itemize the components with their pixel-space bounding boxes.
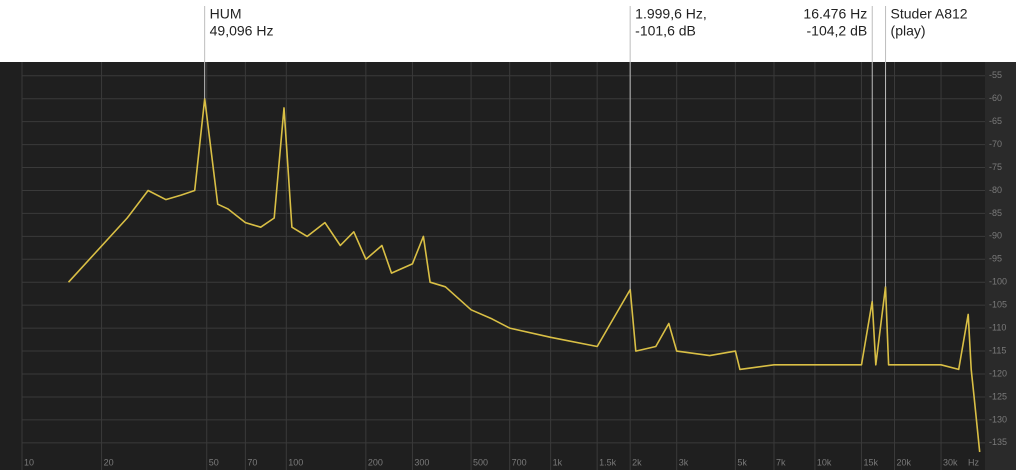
x-tick-label: 100 bbox=[288, 457, 303, 467]
annotation-text: (play) bbox=[891, 23, 926, 39]
x-tick-label: 70 bbox=[247, 457, 257, 467]
annotation-text: -101,6 dB bbox=[635, 23, 696, 39]
x-tick-label: 7k bbox=[776, 457, 786, 467]
x-tick-label: 10k bbox=[817, 457, 832, 467]
y-tick-label: -100 bbox=[989, 277, 1007, 287]
x-tick-label: 20k bbox=[896, 457, 911, 467]
plot-bg bbox=[0, 62, 1016, 470]
x-tick-label: 700 bbox=[512, 457, 527, 467]
x-tick-label: 3k bbox=[679, 457, 689, 467]
y-tick-label: -65 bbox=[989, 116, 1002, 126]
y-tick-label: -135 bbox=[989, 437, 1007, 447]
annotation-text: 16.476 Hz bbox=[803, 6, 867, 22]
x-tick-label: 30k bbox=[943, 457, 958, 467]
spectrum-line bbox=[67, 97, 981, 453]
y-tick-label: -55 bbox=[989, 70, 1002, 80]
y-tick-label: -105 bbox=[989, 300, 1007, 310]
x-axis-unit: Hz bbox=[968, 457, 979, 467]
y-tick-label: -130 bbox=[989, 414, 1007, 424]
y-tick-label: -60 bbox=[989, 93, 1002, 103]
y-tick-label: -95 bbox=[989, 254, 1002, 264]
annotation-text: -104,2 dB bbox=[807, 23, 868, 39]
x-tick-label: 50 bbox=[209, 457, 219, 467]
annotation-text: HUM bbox=[210, 6, 242, 22]
y-tick-label: -75 bbox=[989, 162, 1002, 172]
y-tick-label: -120 bbox=[989, 368, 1007, 378]
x-tick-label: 5k bbox=[737, 457, 747, 467]
y-tick-label: -110 bbox=[989, 322, 1006, 332]
x-tick-label: 10 bbox=[24, 457, 34, 467]
y-tick-label: -85 bbox=[989, 208, 1002, 218]
x-tick-label: 15k bbox=[863, 457, 878, 467]
annotation-text: 49,096 Hz bbox=[210, 23, 274, 39]
x-tick-label: 1k bbox=[553, 457, 563, 467]
y-tick-label: -125 bbox=[989, 391, 1007, 401]
x-tick-label: 300 bbox=[414, 457, 429, 467]
x-tick-label: 2k bbox=[632, 457, 642, 467]
x-tick-label: 1.5k bbox=[599, 457, 617, 467]
y-tick-label: -90 bbox=[989, 231, 1002, 241]
x-tick-label: 500 bbox=[473, 457, 488, 467]
annotation-text: Studer A812 bbox=[891, 6, 968, 22]
x-tick-label: 20 bbox=[104, 457, 114, 467]
x-tick-label: 200 bbox=[368, 457, 383, 467]
y-tick-label: -80 bbox=[989, 185, 1002, 195]
y-tick-label: -70 bbox=[989, 139, 1002, 149]
y-tick-label: -115 bbox=[989, 345, 1006, 355]
header-bg bbox=[0, 0, 1016, 62]
annotation-text: 1.999,6 Hz, bbox=[635, 6, 707, 22]
axis-strip bbox=[985, 62, 1016, 470]
